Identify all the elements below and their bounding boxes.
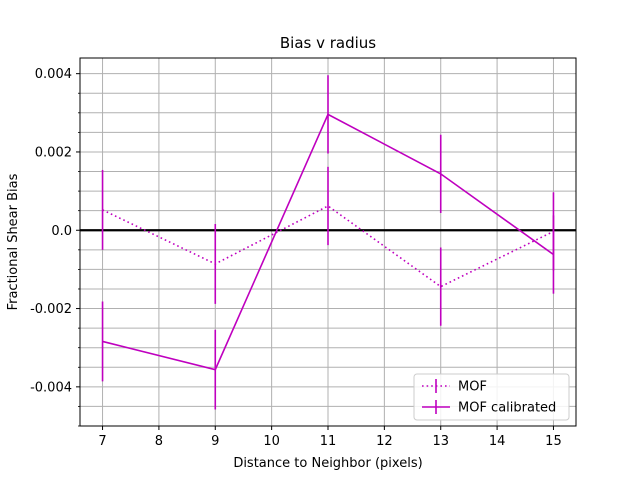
legend-box	[413, 373, 570, 421]
legend-label: MOF	[458, 380, 487, 395]
x-tick-label: 11	[320, 434, 337, 449]
y-axis-label: Fractional Shear Bias	[6, 173, 21, 310]
y-tick-label: 0.002	[35, 145, 72, 160]
x-tick-label: 14	[489, 434, 506, 449]
x-tick-label: 10	[263, 434, 280, 449]
chart-title: Bias v radius	[280, 34, 376, 52]
x-tick-label: 15	[545, 434, 562, 449]
legend-label: MOF calibrated	[458, 401, 556, 416]
legend: MOF MOF calibrated	[413, 373, 570, 421]
y-tick-label: 0.0	[51, 224, 72, 239]
x-tick-label: 9	[211, 434, 219, 449]
y-tick-label: -0.002	[30, 302, 72, 317]
series-line	[102, 205, 554, 288]
x-axis-ticks: 7 8 9 10 11 12 13 14 15	[98, 426, 562, 449]
y-tick-label: -0.004	[30, 380, 72, 395]
x-tick-label: 13	[432, 434, 449, 449]
series-layer	[101, 75, 555, 410]
series-2	[101, 75, 555, 410]
y-tick-label: 0.004	[35, 67, 72, 82]
x-tick-label: 12	[376, 434, 393, 449]
x-tick-label: 7	[98, 434, 106, 449]
x-axis-label: Distance to Neighbor (pixels)	[233, 456, 422, 471]
x-tick-label: 8	[155, 434, 163, 449]
y-axis-ticks: -0.004 -0.002 0.0 0.002 0.004	[30, 67, 80, 427]
